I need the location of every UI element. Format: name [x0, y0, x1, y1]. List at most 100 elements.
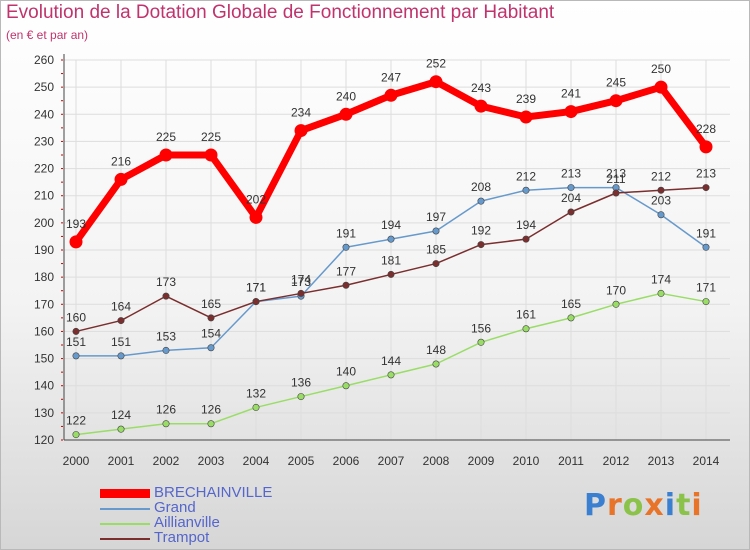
data-point — [207, 314, 215, 322]
data-point — [429, 75, 443, 89]
logo-letter: o — [622, 488, 645, 523]
x-tick-label: 2002 — [153, 454, 180, 468]
y-tick-label: 210 — [34, 189, 54, 203]
data-label: 202 — [246, 192, 266, 206]
y-tick-label: 200 — [34, 216, 54, 230]
legend-item: BRECHAINVILLE — [100, 484, 360, 501]
data-point — [162, 420, 170, 428]
data-label: 191 — [696, 226, 716, 240]
data-point — [522, 235, 530, 243]
data-label: 154 — [201, 327, 221, 341]
x-tick-label: 2011 — [558, 454, 584, 468]
data-point — [342, 281, 350, 289]
legend-item: Grand — [100, 499, 360, 516]
data-label: 173 — [156, 275, 176, 289]
y-tick-label: 160 — [34, 324, 54, 338]
y-tick-label: 230 — [34, 134, 54, 148]
data-label: 174 — [651, 272, 671, 286]
data-point — [702, 184, 710, 192]
y-tick-label: 120 — [34, 433, 54, 447]
data-point — [117, 425, 125, 433]
y-tick-label: 190 — [34, 243, 54, 257]
data-point — [567, 314, 575, 322]
x-tick-label: 2008 — [423, 454, 450, 468]
legend-label: Aillianville — [154, 514, 220, 531]
legend: BRECHAINVILLE Grand Aillianville Trampot — [100, 484, 360, 546]
data-point — [339, 107, 353, 121]
data-label: 171 — [246, 281, 266, 295]
data-label: 171 — [246, 281, 266, 295]
data-point — [114, 172, 128, 186]
data-label: 228 — [696, 122, 716, 136]
data-point — [342, 243, 350, 251]
data-point — [699, 140, 713, 154]
data-point — [657, 211, 665, 219]
legend-swatch — [100, 538, 150, 540]
chart-title: Evolution de la Dotation Globale de Fonc… — [6, 2, 555, 23]
data-label: 208 — [471, 180, 491, 194]
data-point — [207, 344, 215, 352]
proxiti-logo: Proxiti — [584, 488, 703, 523]
data-label: 161 — [516, 308, 536, 322]
data-point — [432, 227, 440, 235]
y-tick-label: 260 — [34, 53, 54, 67]
data-label: 171 — [696, 281, 716, 295]
data-point — [72, 327, 80, 335]
x-tick-label: 2013 — [648, 454, 675, 468]
legend-swatch — [100, 489, 150, 498]
data-label: 225 — [156, 130, 176, 144]
data-label: 213 — [606, 167, 626, 181]
x-tick-label: 2014 — [693, 454, 720, 468]
data-point — [654, 80, 668, 94]
data-label: 212 — [651, 169, 671, 183]
data-label: 213 — [696, 167, 716, 181]
data-label: 203 — [651, 194, 671, 208]
data-label: 136 — [291, 376, 311, 390]
data-label: 204 — [561, 191, 581, 205]
data-label: 160 — [66, 310, 86, 324]
data-label: 245 — [606, 76, 626, 90]
data-label: 156 — [471, 321, 491, 335]
legend-label: Grand — [154, 499, 196, 516]
data-point — [657, 289, 665, 297]
data-point — [477, 241, 485, 249]
legend-label: Trampot — [154, 529, 210, 546]
data-label: 191 — [336, 226, 356, 240]
data-point — [387, 270, 395, 278]
legend-item: Aillianville — [100, 514, 360, 531]
data-point — [159, 148, 173, 162]
data-point — [522, 186, 530, 194]
data-point — [609, 94, 623, 108]
data-label: 124 — [111, 408, 131, 422]
logo-letter: x — [644, 488, 665, 523]
data-label: 247 — [381, 70, 401, 84]
data-point — [567, 208, 575, 216]
x-tick-label: 2004 — [243, 454, 270, 468]
y-tick-label: 150 — [34, 352, 54, 366]
data-point — [117, 317, 125, 325]
data-label: 174 — [291, 272, 311, 286]
data-point — [384, 88, 398, 102]
data-point — [522, 325, 530, 333]
data-label: 185 — [426, 243, 446, 257]
data-label: 252 — [426, 57, 446, 71]
data-point — [477, 197, 485, 205]
data-label: 122 — [66, 414, 86, 428]
data-point — [702, 243, 710, 251]
logo-letter: i — [664, 488, 677, 523]
data-label: 211 — [606, 172, 625, 186]
data-point — [252, 298, 260, 306]
data-label: 216 — [111, 154, 131, 168]
data-point — [294, 124, 308, 138]
legend-swatch — [100, 508, 150, 510]
data-label: 243 — [471, 81, 491, 95]
data-label: 197 — [426, 210, 446, 224]
data-label: 165 — [201, 297, 221, 311]
legend-label: BRECHAINVILLE — [154, 484, 273, 501]
chart-subtitle: (en € et par an) — [6, 28, 89, 42]
data-point — [162, 292, 170, 300]
data-label: 194 — [381, 218, 401, 232]
data-label: 241 — [561, 87, 581, 101]
data-point — [297, 289, 305, 297]
data-point — [612, 300, 620, 308]
